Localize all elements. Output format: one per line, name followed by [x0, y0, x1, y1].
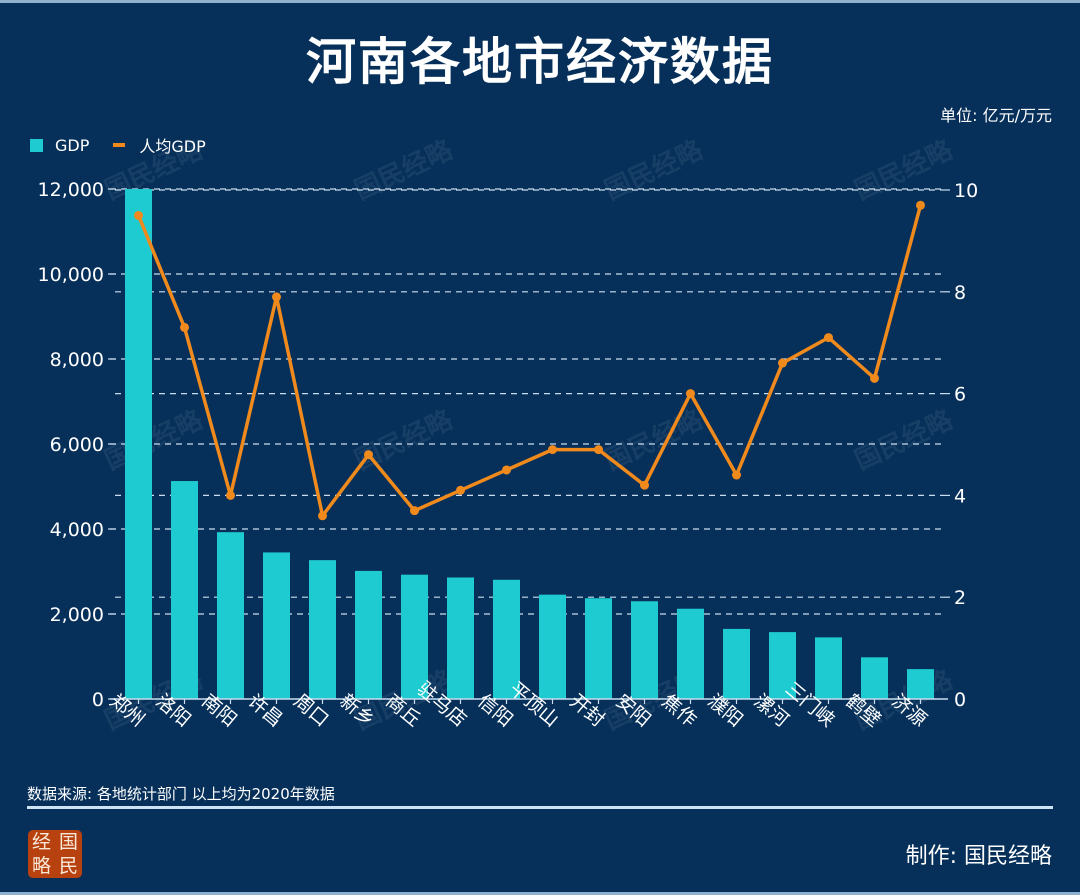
per-capita-point — [272, 292, 281, 302]
bottom-border — [0, 892, 1080, 895]
gdp-bar — [447, 577, 474, 699]
gdp-bar — [217, 532, 244, 699]
gdp-bar — [723, 628, 750, 699]
legend-per-capita-swatch — [113, 143, 126, 147]
right-axis-tick-label: 8 — [954, 282, 966, 304]
left-axis-tick-label: 2,000 — [50, 604, 104, 626]
gdp-bar — [355, 570, 382, 699]
per-capita-point — [318, 511, 327, 521]
gdp-bar — [171, 481, 198, 699]
left-axis-labels: 0 2,000 4,000 6,000 8,000 10,000 12,000 — [38, 179, 104, 711]
gdp-bar — [907, 669, 934, 699]
watermark-text: 国民经略 — [850, 404, 958, 476]
right-axis-tick-label: 2 — [954, 587, 966, 609]
left-axis-tick-label: 12,000 — [38, 179, 104, 201]
gdp-bar — [263, 552, 290, 699]
watermark-text: 国民经略 — [350, 134, 458, 206]
left-axis-tick-label: 4,000 — [50, 519, 104, 541]
per-capita-point — [456, 485, 465, 495]
right-axis-tick-label: 10 — [954, 180, 978, 202]
legend-per-capita-label: 人均GDP — [139, 137, 206, 156]
per-capita-point — [732, 470, 741, 480]
per-capita-line-path — [136, 204, 923, 518]
left-axis-tick-label: 8,000 — [50, 349, 104, 371]
brand-logo: 经 国 略 民 — [28, 830, 82, 878]
right-axis-tick-label: 6 — [954, 384, 966, 406]
footer-divider — [27, 806, 1053, 809]
left-axis-tick-label: 6,000 — [50, 434, 104, 456]
per-capita-point — [364, 450, 373, 460]
unit-label: 单位: 亿元/万元 — [940, 106, 1052, 125]
legend-gdp-label: GDP — [55, 135, 90, 155]
watermark-text: 国民经略 — [600, 134, 708, 206]
gdp-bar — [631, 601, 658, 699]
per-capita-point — [180, 322, 189, 332]
watermark-text: 国民经略 — [100, 134, 208, 206]
per-capita-line — [134, 200, 925, 521]
right-axis-tick-label: 0 — [954, 689, 966, 711]
logo-char: 国 — [58, 831, 78, 853]
right-axis-labels: 0 2 4 6 8 10 — [954, 180, 978, 711]
logo-char: 经 — [31, 831, 51, 853]
gdp-bar — [539, 594, 566, 699]
per-capita-point — [640, 480, 649, 490]
gdp-bar — [493, 579, 520, 699]
per-capita-point — [594, 445, 603, 455]
left-axis-tick-label: 0 — [92, 689, 104, 711]
gdp-bar — [861, 657, 888, 699]
gdp-bar — [585, 598, 612, 699]
per-capita-point — [548, 445, 557, 455]
per-capita-point — [410, 506, 419, 516]
legend: GDP 人均GDP — [30, 133, 206, 157]
top-border — [0, 0, 1080, 3]
per-capita-point — [502, 465, 511, 475]
gdp-bar — [815, 637, 842, 699]
watermark-text: 国民经略 — [350, 404, 458, 476]
per-capita-point — [916, 200, 925, 210]
left-axis-tick-label: 10,000 — [38, 264, 104, 286]
per-capita-point — [686, 389, 695, 399]
gdp-bars — [125, 189, 934, 699]
per-capita-point — [870, 373, 879, 383]
gdp-bar — [309, 560, 336, 699]
logo-char: 民 — [58, 855, 78, 877]
grid-left — [108, 188, 946, 700]
legend-gdp-swatch — [30, 138, 43, 152]
x-axis — [110, 698, 948, 704]
per-capita-point — [824, 333, 833, 343]
gdp-bar — [401, 574, 428, 699]
watermark-text: 国民经略 — [100, 404, 208, 476]
logo-char: 略 — [31, 855, 51, 877]
watermark-text: 国民经略 — [850, 134, 958, 206]
chart-title: 河南各地市经济数据 — [306, 33, 774, 91]
per-capita-point — [778, 358, 787, 368]
data-source: 数据来源: 各地统计部门 以上均为2020年数据 — [27, 785, 335, 803]
per-capita-point — [226, 490, 235, 500]
gdp-bar — [677, 608, 704, 699]
gdp-bar — [769, 632, 796, 699]
maker-credit: 制作: 国民经略 — [905, 844, 1052, 869]
gdp-bar — [125, 189, 152, 699]
right-axis-tick-label: 4 — [954, 485, 966, 507]
per-capita-point — [134, 210, 143, 220]
